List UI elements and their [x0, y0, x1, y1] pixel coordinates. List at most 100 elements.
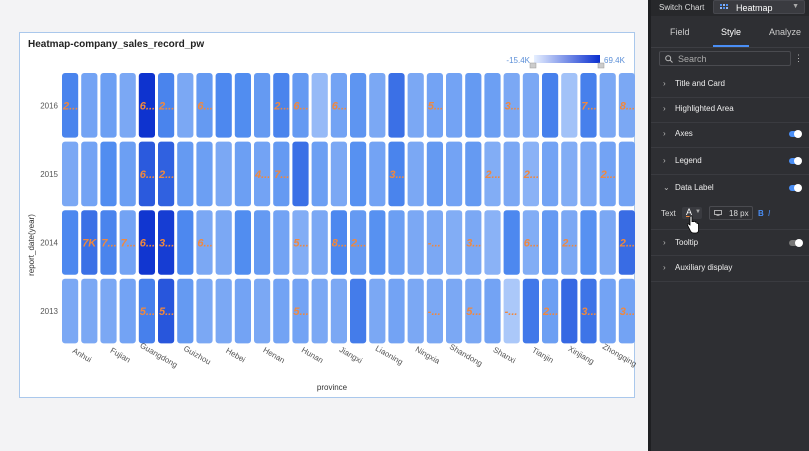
heatmap-cell[interactable] — [81, 73, 98, 138]
heatmap-cell[interactable] — [350, 73, 367, 138]
tooltip-toggle[interactable] — [789, 239, 803, 247]
color-legend[interactable]: -15.4K 69.4K — [506, 55, 626, 69]
heatmap-cell[interactable] — [407, 73, 424, 138]
chart-type-select[interactable]: Heatmap ▼ — [713, 0, 805, 14]
heatmap-cell[interactable] — [407, 141, 424, 207]
heatmap-cell[interactable] — [561, 141, 578, 207]
heatmap-cell[interactable] — [254, 278, 271, 344]
heatmap-cell[interactable] — [426, 141, 443, 207]
heatmap-cell[interactable] — [81, 141, 98, 207]
section-axes[interactable]: › Axes — [651, 121, 809, 148]
heatmap-cell[interactable] — [62, 278, 79, 344]
heatmap-cell[interactable] — [465, 278, 482, 344]
axes-toggle[interactable] — [789, 130, 802, 138]
heatmap-cell[interactable] — [119, 278, 136, 344]
heatmap-cell[interactable] — [100, 278, 117, 344]
heatmap-cell[interactable] — [177, 73, 194, 138]
heatmap-cell[interactable] — [580, 73, 597, 138]
heatmap-cell[interactable] — [119, 141, 136, 207]
heatmap-cell[interactable] — [484, 141, 501, 207]
heatmap-cell[interactable] — [522, 278, 539, 344]
heatmap-cell[interactable] — [158, 73, 175, 138]
legend-toggle[interactable] — [789, 157, 802, 165]
heatmap-cell[interactable] — [618, 141, 635, 207]
heatmap-cell[interactable] — [369, 278, 386, 344]
section-tooltip[interactable]: › Tooltip — [651, 229, 809, 256]
heatmap-cell[interactable] — [158, 210, 175, 275]
heatmap-cell[interactable] — [311, 141, 328, 207]
section-data-label[interactable]: ⌄ Data Label — [651, 175, 809, 202]
heatmap-cell[interactable] — [138, 73, 155, 138]
heatmap-cell[interactable] — [100, 73, 117, 138]
heatmap-cell[interactable] — [484, 73, 501, 138]
heatmap-cell[interactable] — [561, 210, 578, 275]
section-auxiliary-display[interactable]: › Auxiliary display — [651, 255, 809, 282]
heatmap-cell[interactable] — [407, 278, 424, 344]
more-options-icon[interactable]: ⋮ — [794, 53, 803, 63]
heatmap-cell[interactable] — [465, 210, 482, 275]
heatmap-cell[interactable] — [350, 278, 367, 344]
heatmap-cell[interactable] — [503, 73, 520, 138]
heatmap-cell[interactable] — [158, 141, 175, 207]
heatmap-cell[interactable] — [330, 73, 347, 138]
heatmap-cell[interactable] — [542, 210, 559, 275]
heatmap-cell[interactable] — [599, 141, 616, 207]
heatmap-cell[interactable] — [503, 141, 520, 207]
heatmap-cell[interactable] — [196, 141, 213, 207]
heatmap-cell[interactable] — [618, 73, 635, 138]
heatmap-cell[interactable] — [350, 210, 367, 275]
heatmap-cell[interactable] — [215, 210, 232, 275]
heatmap-cell[interactable] — [311, 210, 328, 275]
heatmap-cell[interactable] — [177, 141, 194, 207]
heatmap-cell[interactable] — [580, 278, 597, 344]
heatmap-cell[interactable] — [273, 210, 290, 275]
italic-button[interactable]: I — [768, 209, 771, 218]
heatmap-cell[interactable] — [177, 210, 194, 275]
heatmap-cell[interactable] — [350, 141, 367, 207]
legend-handle-min[interactable] — [529, 62, 537, 69]
heatmap-cell[interactable] — [254, 73, 271, 138]
heatmap-cell[interactable] — [369, 141, 386, 207]
section-title-and-card[interactable]: › Title and Card — [651, 71, 809, 98]
heatmap-cell[interactable] — [138, 141, 155, 207]
section-highlighted-area[interactable]: › Highlighted Area — [651, 96, 809, 123]
heatmap-cell[interactable] — [215, 278, 232, 344]
heatmap-cell[interactable] — [561, 73, 578, 138]
heatmap-cell[interactable] — [542, 73, 559, 138]
heatmap-cell[interactable] — [618, 278, 635, 344]
heatmap-cell[interactable] — [330, 210, 347, 275]
heatmap-cell[interactable] — [426, 278, 443, 344]
heatmap-cell[interactable] — [196, 210, 213, 275]
heatmap-cell[interactable] — [138, 278, 155, 344]
heatmap-cell[interactable] — [196, 73, 213, 138]
heatmap-cell[interactable] — [138, 210, 155, 275]
bold-button[interactable]: B — [758, 209, 764, 218]
heatmap-cell[interactable] — [234, 210, 251, 275]
heatmap-cell[interactable] — [561, 278, 578, 344]
heatmap-cell[interactable] — [599, 278, 616, 344]
heatmap-cell[interactable] — [311, 73, 328, 138]
heatmap-cell[interactable] — [215, 73, 232, 138]
heatmap-cell[interactable] — [618, 210, 635, 275]
section-legend[interactable]: › Legend — [651, 148, 809, 175]
heatmap-cell[interactable] — [215, 141, 232, 207]
heatmap-cell[interactable] — [388, 210, 405, 275]
heatmap-cell[interactable] — [196, 278, 213, 344]
tab-style[interactable]: Style — [721, 27, 742, 37]
heatmap-cell[interactable] — [330, 141, 347, 207]
search-input[interactable]: Search — [659, 51, 791, 66]
heatmap-cell[interactable] — [292, 278, 309, 344]
heatmap-cell[interactable] — [273, 141, 290, 207]
heatmap-cell[interactable] — [62, 141, 79, 207]
font-size-select[interactable]: 18 px — [709, 206, 753, 220]
heatmap-cell[interactable] — [292, 141, 309, 207]
heatmap-cell[interactable] — [234, 278, 251, 344]
heatmap-cell[interactable] — [580, 141, 597, 207]
heatmap-cell[interactable] — [292, 73, 309, 138]
heatmap-cell[interactable] — [388, 73, 405, 138]
heatmap-cell[interactable] — [273, 73, 290, 138]
heatmap-cell[interactable] — [426, 210, 443, 275]
heatmap-cell[interactable] — [254, 210, 271, 275]
heatmap-cell[interactable] — [599, 210, 616, 275]
heatmap-cell[interactable] — [81, 278, 98, 344]
